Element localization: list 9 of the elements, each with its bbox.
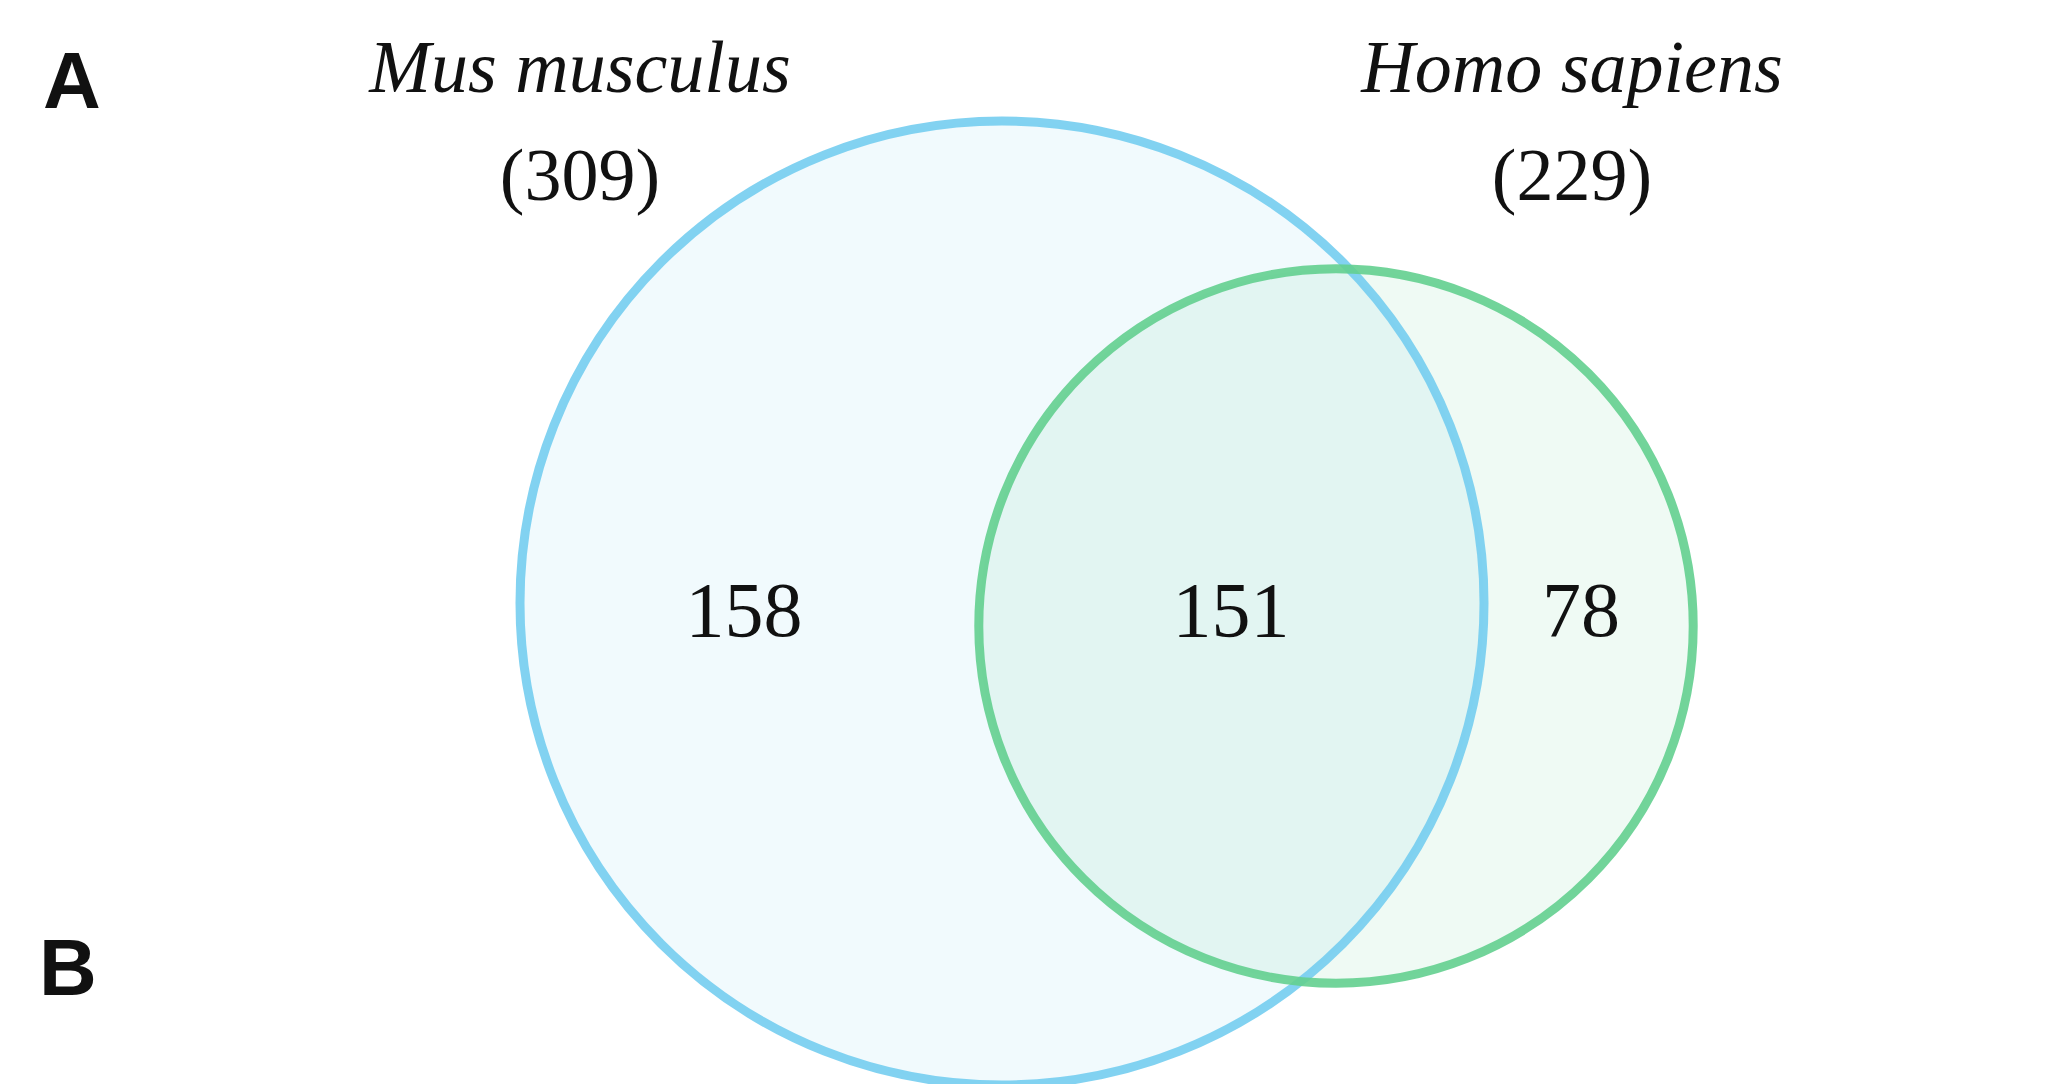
text: 78	[1542, 566, 1620, 653]
data-label: (229)	[1491, 134, 1653, 216]
text: 158	[685, 566, 803, 653]
category-label: Mus musculus	[368, 26, 791, 108]
text: A	[43, 36, 101, 125]
text: 151	[1172, 566, 1290, 653]
data-label: (309)	[499, 134, 661, 216]
text: B	[39, 923, 97, 1012]
category-label: Homo sapiens	[1360, 26, 1783, 108]
